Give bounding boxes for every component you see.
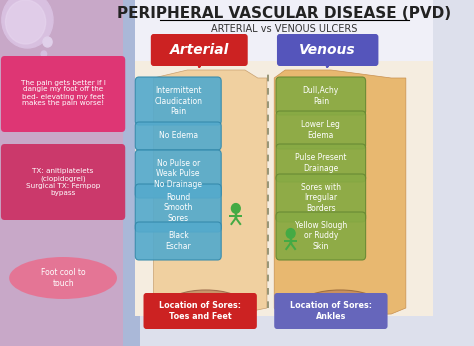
Text: Intermittent
Claudication
Pain: Intermittent Claudication Pain <box>154 86 202 116</box>
FancyBboxPatch shape <box>1 56 125 132</box>
FancyBboxPatch shape <box>135 150 221 198</box>
Circle shape <box>2 0 53 48</box>
Text: Location of Sores:
Toes and Feet: Location of Sores: Toes and Feet <box>159 301 241 321</box>
FancyBboxPatch shape <box>1 144 125 220</box>
FancyBboxPatch shape <box>276 144 365 182</box>
FancyBboxPatch shape <box>144 293 257 329</box>
Text: Round
Smooth
Sores: Round Smooth Sores <box>164 193 193 223</box>
Text: Venous: Venous <box>299 43 356 57</box>
Polygon shape <box>154 70 267 316</box>
FancyBboxPatch shape <box>0 0 135 346</box>
Polygon shape <box>274 70 406 316</box>
FancyBboxPatch shape <box>135 0 433 66</box>
Text: ARTERIAL vs VENOUS ULCERS: ARTERIAL vs VENOUS ULCERS <box>211 24 357 34</box>
FancyBboxPatch shape <box>123 0 140 346</box>
Circle shape <box>41 51 46 57</box>
Text: Arterial: Arterial <box>170 43 229 57</box>
Text: The pain gets better if I
dangle my foot off the
bed- elevating my feet
makes th: The pain gets better if I dangle my foot… <box>21 80 106 107</box>
Text: Foot cool to
touch: Foot cool to touch <box>41 268 85 288</box>
Ellipse shape <box>9 257 117 299</box>
Circle shape <box>6 0 46 44</box>
Text: No Pulse or
Weak Pulse
No Drainage: No Pulse or Weak Pulse No Drainage <box>154 159 202 189</box>
Text: TX: anitiplatelets
(clopidogrel)
Surgical TX: Fempop
bypass: TX: anitiplatelets (clopidogrel) Surgica… <box>26 168 100 196</box>
Text: Location of Sores:
Ankles: Location of Sores: Ankles <box>290 301 372 321</box>
FancyBboxPatch shape <box>135 122 221 150</box>
FancyBboxPatch shape <box>276 174 365 222</box>
FancyBboxPatch shape <box>135 61 433 316</box>
Circle shape <box>286 229 295 238</box>
Text: Dull,Achy
Pain: Dull,Achy Pain <box>303 86 339 106</box>
Circle shape <box>231 203 240 213</box>
FancyBboxPatch shape <box>135 184 221 232</box>
Ellipse shape <box>168 290 243 318</box>
FancyBboxPatch shape <box>135 77 221 125</box>
FancyBboxPatch shape <box>276 111 365 149</box>
Text: PERIPHERAL VASCULAR DISEASE (PVD): PERIPHERAL VASCULAR DISEASE (PVD) <box>117 6 451 20</box>
Text: Black
Eschar: Black Eschar <box>165 231 191 251</box>
Circle shape <box>43 37 52 47</box>
FancyBboxPatch shape <box>135 222 221 260</box>
FancyBboxPatch shape <box>276 212 365 260</box>
Text: Sores with
Irregular
Borders: Sores with Irregular Borders <box>301 183 341 213</box>
FancyBboxPatch shape <box>274 293 388 329</box>
FancyBboxPatch shape <box>276 77 365 115</box>
Text: Pulse Present
Drainage: Pulse Present Drainage <box>295 153 346 173</box>
Text: Yellow Slough
or Ruddy
Skin: Yellow Slough or Ruddy Skin <box>295 221 347 251</box>
FancyBboxPatch shape <box>277 34 378 66</box>
FancyBboxPatch shape <box>151 34 248 66</box>
Ellipse shape <box>301 290 379 318</box>
Text: No Edema: No Edema <box>159 131 198 140</box>
Text: Lower Leg
Edema: Lower Leg Edema <box>301 120 340 140</box>
